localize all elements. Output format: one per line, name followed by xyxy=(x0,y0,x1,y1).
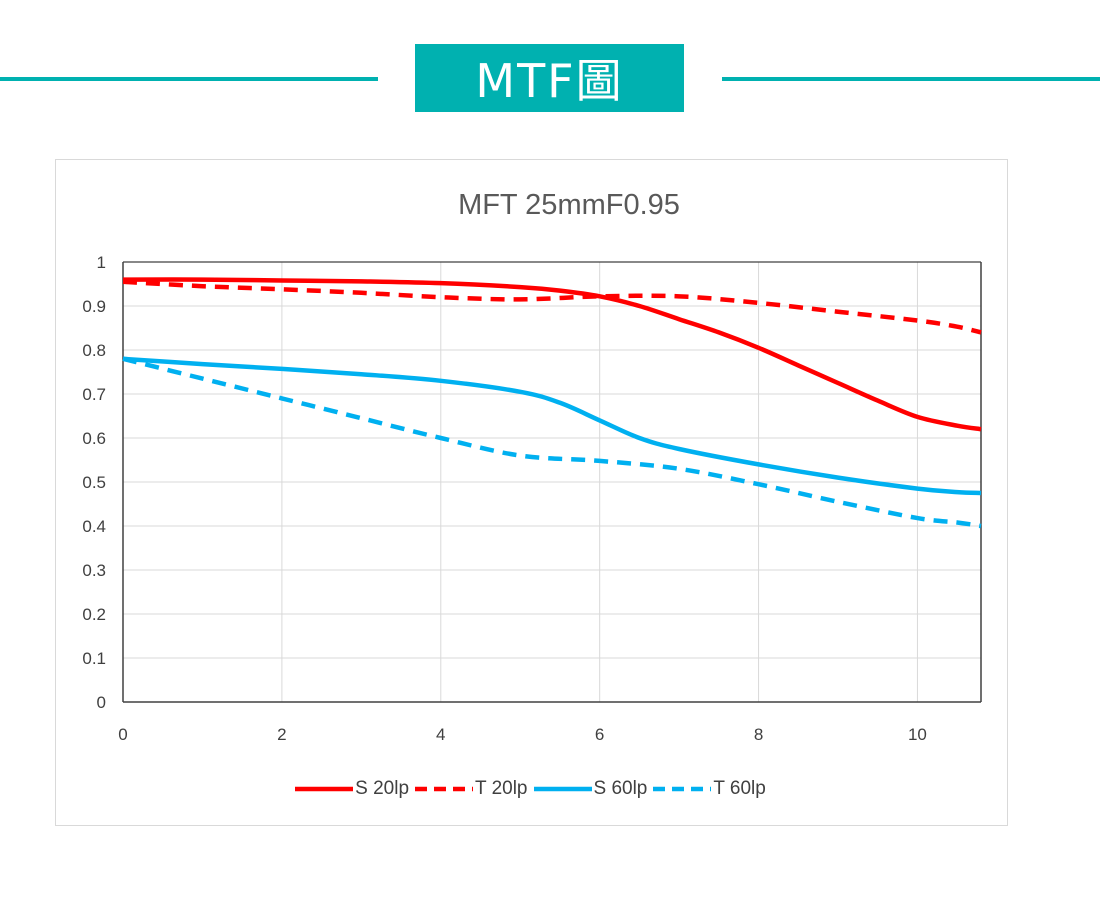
legend-swatch-t-20lp xyxy=(415,786,474,792)
series-line-s-20lp xyxy=(122,277,982,432)
series-line-t-20lp xyxy=(122,279,982,335)
legend-label: T 20lp xyxy=(475,778,528,799)
legend-label: S 20lp xyxy=(355,778,410,799)
chart-title: MFT 25mmF0.95 xyxy=(458,189,680,221)
legend-item-s-20lp: S 20lp xyxy=(295,778,411,800)
x-tick-label: 6 xyxy=(595,725,604,744)
x-tick-label: 2 xyxy=(277,725,286,744)
series-line-t-60lp xyxy=(122,356,982,529)
chart-legend: S 20lp T 20lp S 60lp T 60lp xyxy=(56,778,1007,800)
y-tick-label: 0.8 xyxy=(82,341,106,360)
x-tick-label: 8 xyxy=(754,725,763,744)
chart-panel: MFT 25mmF0.95 0 0.1 0.2 0.3 0.4 0.5 0.6 0.7 0.8 0.… xyxy=(55,159,1008,826)
header-rule-left xyxy=(0,77,378,81)
legend-item-s-60lp: S 60lp xyxy=(533,778,650,800)
legend-swatch-s-60lp xyxy=(533,786,592,792)
legend-label: T 60lp xyxy=(713,778,766,799)
y-tick-label: 0.2 xyxy=(82,605,106,624)
y-tick-label: 0.4 xyxy=(82,517,106,536)
legend-swatch-s-20lp xyxy=(295,786,354,792)
legend-label: S 60lp xyxy=(593,778,648,799)
y-tick-label: 1 xyxy=(97,253,106,272)
header-rule-right xyxy=(722,77,1100,81)
y-tick-label: 0.9 xyxy=(82,297,106,316)
legend-item-t-60lp: T 60lp xyxy=(653,778,767,800)
y-tick-label: 0.5 xyxy=(82,473,106,492)
series-line-s-60lp xyxy=(122,356,982,496)
x-tick-label: 4 xyxy=(436,725,445,744)
mtf-chart: MFT 25mmF0.95 0 0.1 0.2 0.3 0.4 0.5 0.6 0.7 0.8 0.… xyxy=(82,189,982,744)
y-tick-label: 0.3 xyxy=(82,561,106,580)
section-title: MTF圖 xyxy=(475,54,624,108)
legend-swatch-t-60lp xyxy=(653,786,712,792)
x-tick-label: 0 xyxy=(118,725,127,744)
section-title-badge: MTF圖 xyxy=(415,44,684,112)
y-tick-label: 0.6 xyxy=(82,429,106,448)
y-tick-label: 0.7 xyxy=(82,385,106,404)
legend-item-t-20lp: T 20lp xyxy=(415,778,529,800)
y-tick-label: 0 xyxy=(97,693,106,712)
x-tick-label: 10 xyxy=(908,725,927,744)
y-tick-label: 0.1 xyxy=(82,649,106,668)
